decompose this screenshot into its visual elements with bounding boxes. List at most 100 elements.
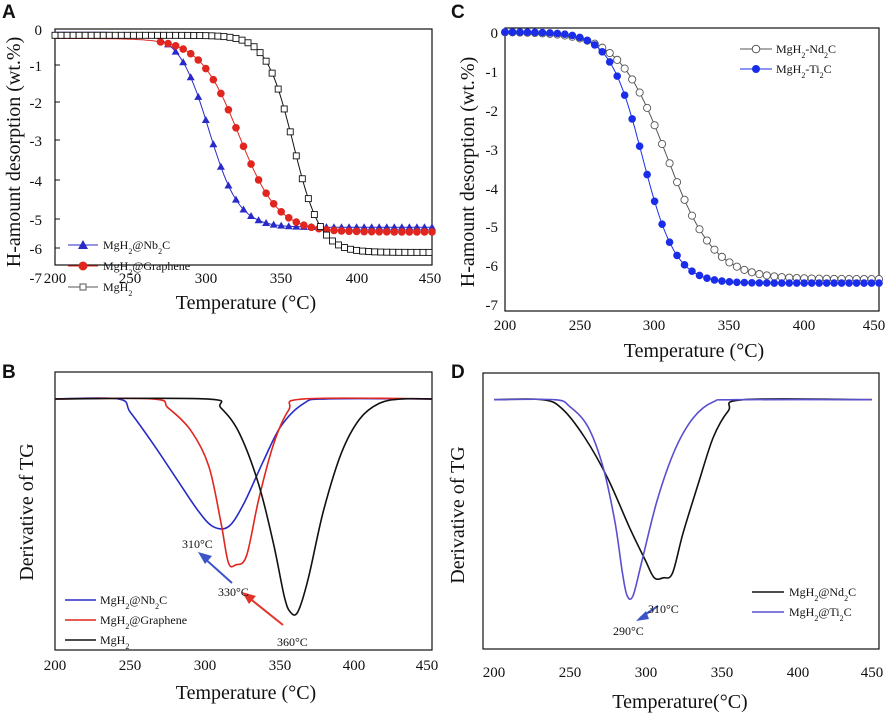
data-point-mgh2: [63, 31, 71, 39]
data-point-mgh2-ti2c: [800, 279, 808, 287]
data-point-mgh2: [69, 31, 77, 39]
data-point-mgh2-graphene: [254, 176, 263, 184]
data-point-mgh2-nb2c: [179, 58, 188, 66]
data-point-mgh2: [250, 43, 258, 51]
data-point-mgh2-nb2c: [224, 181, 233, 189]
data-point-mgh2-ti2c: [792, 279, 801, 287]
panel-a-ytick: -1: [30, 59, 43, 75]
data-point-mgh2-nb2c: [405, 223, 414, 231]
data-point-mgh2: [377, 248, 385, 256]
data-point-mgh2-ti2c: [785, 279, 794, 287]
panel-a-ytick: -2: [30, 96, 43, 112]
panel-letter-a: A: [2, 2, 16, 23]
data-point-mgh2: [298, 175, 306, 183]
data-point-mgh2-nb2c: [247, 212, 256, 220]
data-point-mgh2-nb2c: [390, 223, 399, 231]
series-line-mgh2-nb2c: [55, 31, 432, 228]
panel-c-series: [500, 28, 884, 287]
data-point-mgh2-ti2c: [598, 48, 607, 56]
panel-a-xtick: 300: [195, 271, 218, 287]
data-point-mgh2-graphene: [405, 228, 414, 236]
data-point-mgh2-graphene: [224, 105, 233, 114]
data-point-mgh2: [371, 248, 379, 256]
data-point-mgh2-graphene: [420, 228, 429, 236]
data-point-mgh2: [81, 31, 89, 39]
data-point-mgh2-nd2c: [747, 268, 756, 277]
series-line-mgh2-nd2c: [493, 398, 873, 581]
data-point-mgh2: [395, 248, 403, 256]
data-point-mgh2-ti2c: [860, 279, 868, 287]
data-point-mgh2-graphene: [284, 213, 293, 222]
data-point-mgh2-nb2c: [397, 223, 406, 231]
data-point-mgh2: [214, 32, 222, 40]
data-point-mgh2-ti2c: [740, 278, 749, 287]
panel-a-ytick: 0: [35, 23, 43, 39]
data-point-mgh2: [93, 31, 101, 39]
data-point-mgh2-ti2c: [703, 274, 711, 282]
panel-c-legend: MgH2-Nd2C MgH2-Ti2C: [740, 42, 836, 80]
panel-c-xtick: 300: [643, 318, 666, 334]
data-point-mgh2: [184, 31, 192, 39]
panel-a-x-ticks: 200 250 300 350 400 450: [44, 271, 442, 287]
data-point-mgh2-ti2c: [763, 279, 771, 287]
data-point-mgh2-graphene: [239, 142, 248, 151]
data-point-mgh2: [419, 248, 427, 256]
data-point-mgh2-graphene: [367, 227, 376, 236]
arrowhead-360: [242, 592, 256, 604]
data-point-mgh2-ti2c: [710, 276, 719, 284]
data-point-mgh2-ti2c: [553, 29, 562, 38]
panel-d-xlabel: Temperature(°C): [612, 691, 747, 713]
data-point-mgh2-nb2c: [284, 222, 293, 230]
panel-d-xtick: 200: [483, 665, 506, 681]
data-point-mgh2-nd2c: [770, 272, 779, 281]
data-point-mgh2: [202, 32, 210, 40]
panel-b-frame: [54, 371, 433, 651]
data-point-mgh2: [196, 32, 204, 39]
data-point-mgh2-ti2c: [673, 251, 681, 260]
panel-letter-d: D: [451, 362, 465, 383]
series-line-mgh2-ti2c: [493, 398, 873, 600]
data-point-mgh2: [75, 31, 83, 39]
legend-marker-circle: [78, 261, 88, 271]
data-point-mgh2: [280, 105, 288, 113]
panel-c-xtick: 350: [718, 318, 741, 334]
legend-entry-nd2c: MgH2@Nd2C: [789, 585, 856, 603]
data-point-mgh2-nb2c: [186, 73, 195, 81]
data-point-mgh2-graphene: [186, 49, 195, 58]
data-point-mgh2-graphene: [209, 75, 218, 84]
data-point-mgh2-nb2c: [420, 223, 429, 231]
data-point-mgh2: [262, 57, 270, 65]
data-point-mgh2: [365, 248, 373, 256]
panel-b-xtick: 400: [343, 658, 366, 674]
arrow-310: [202, 556, 233, 584]
data-point-mgh2-nd2c: [762, 271, 771, 280]
panel-c-ytick: -5: [486, 220, 499, 236]
data-point-mgh2-ti2c: [875, 279, 883, 287]
arrow-360: [247, 596, 284, 626]
panel-d-legend: MgH2@Nd2C MgH2@Ti2C: [752, 585, 856, 623]
data-point-mgh2-nd2c: [665, 159, 674, 168]
panel-c-ytick: -4: [486, 182, 499, 198]
annotation-310: 310°C: [182, 537, 213, 551]
data-point-mgh2-nb2c: [239, 205, 248, 213]
data-point-mgh2-ti2c: [867, 279, 876, 287]
data-point-mgh2-nb2c: [367, 223, 376, 231]
panel-d-xtick: 450: [861, 665, 884, 681]
data-point-mgh2-ti2c: [845, 279, 853, 287]
data-point-mgh2-nd2c: [725, 258, 734, 267]
data-point-mgh2-graphene: [269, 199, 278, 208]
data-point-mgh2-graphene: [217, 89, 225, 98]
panel-b-xtick: 450: [416, 658, 439, 674]
data-point-mgh2-graphene: [413, 228, 421, 236]
data-point-mgh2-ti2c: [508, 28, 517, 36]
series-line-mgh2: [54, 397, 433, 616]
data-point-mgh2-nb2c: [292, 222, 301, 230]
data-point-mgh2-ti2c: [531, 28, 539, 37]
panel-a-ytick: -6: [30, 242, 43, 258]
data-point-mgh2-ti2c: [613, 72, 621, 80]
data-point-mgh2-nd2c: [628, 75, 637, 84]
data-point-mgh2: [286, 128, 294, 136]
data-point-mgh2-ti2c: [628, 115, 636, 123]
data-point-mgh2-nb2c: [277, 221, 286, 229]
panel-a-xtick: 400: [346, 271, 369, 287]
